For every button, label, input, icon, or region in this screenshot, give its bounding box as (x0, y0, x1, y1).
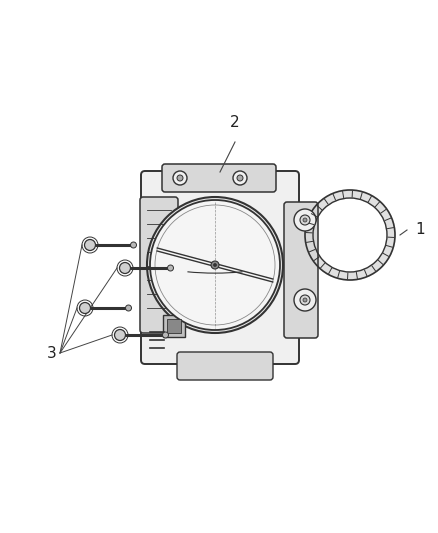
FancyBboxPatch shape (162, 164, 276, 192)
Circle shape (300, 215, 310, 225)
Circle shape (167, 265, 173, 271)
Circle shape (162, 332, 169, 338)
FancyBboxPatch shape (140, 197, 178, 333)
Circle shape (211, 261, 219, 269)
Circle shape (237, 175, 243, 181)
Circle shape (147, 197, 283, 333)
Circle shape (233, 171, 247, 185)
FancyBboxPatch shape (284, 202, 318, 338)
Text: 3: 3 (47, 345, 57, 360)
Circle shape (131, 242, 137, 248)
Circle shape (150, 200, 280, 330)
Circle shape (294, 209, 316, 231)
Text: 1: 1 (415, 222, 424, 238)
FancyBboxPatch shape (141, 171, 299, 364)
Circle shape (294, 289, 316, 311)
Circle shape (80, 303, 91, 313)
Circle shape (126, 305, 131, 311)
Circle shape (173, 171, 187, 185)
Circle shape (120, 262, 131, 273)
Circle shape (300, 295, 310, 305)
Circle shape (177, 175, 183, 181)
Circle shape (303, 298, 307, 302)
FancyBboxPatch shape (167, 319, 181, 333)
Circle shape (114, 329, 126, 341)
Text: 2: 2 (230, 115, 240, 130)
Circle shape (213, 263, 216, 266)
FancyBboxPatch shape (177, 352, 273, 380)
FancyBboxPatch shape (163, 315, 185, 337)
Circle shape (303, 218, 307, 222)
Circle shape (85, 239, 95, 251)
